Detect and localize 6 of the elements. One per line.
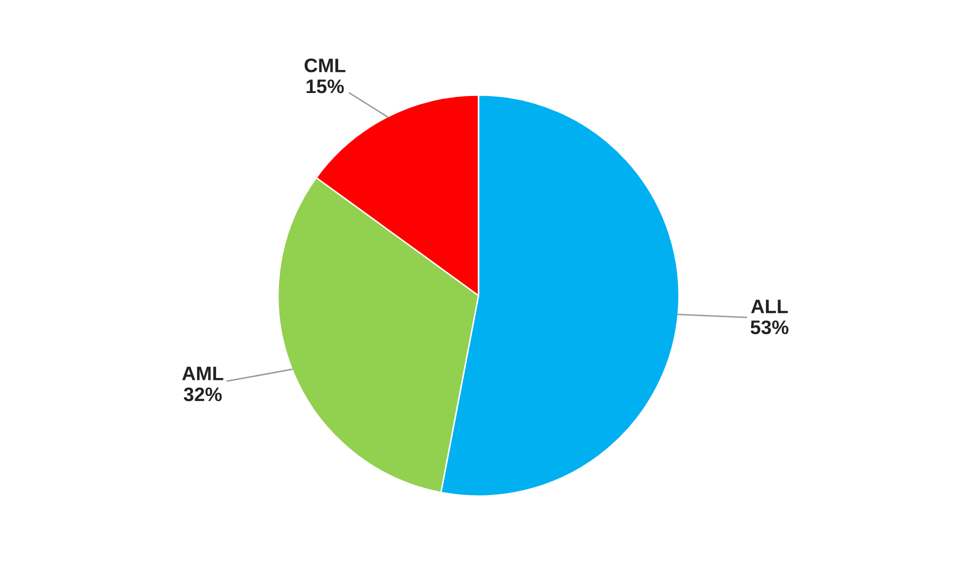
data-label: 15% xyxy=(306,80,344,94)
slice-label: CML xyxy=(304,58,346,72)
data-label: 53% xyxy=(750,320,788,334)
slice-label: AML xyxy=(182,366,224,380)
slice-label: ALL xyxy=(751,300,788,314)
data-label: 32% xyxy=(184,387,222,402)
